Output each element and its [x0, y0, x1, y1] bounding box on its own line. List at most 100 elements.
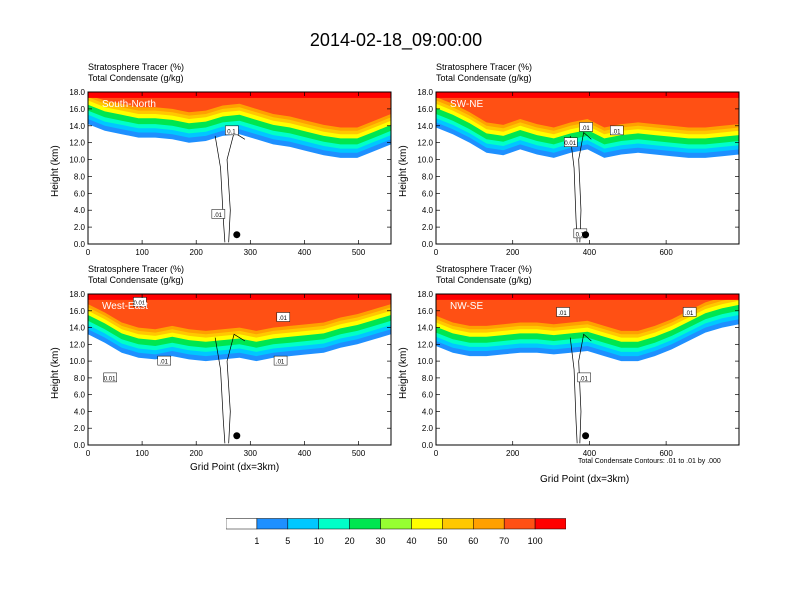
panel-header: Stratosphere Tracer (%) Total Condensate… [88, 264, 184, 286]
contour-label: .01 [558, 311, 567, 317]
tracer-band-7 [436, 92, 739, 128]
y-tick-label: 8.0 [74, 172, 86, 181]
colorbar-label: 30 [375, 536, 386, 546]
location-dot [582, 231, 590, 239]
y-tick-label: 14.0 [417, 324, 433, 333]
contour-label-box [211, 209, 226, 219]
y-tick-label: 6.0 [74, 391, 86, 400]
header-line-2: Total Condensate (g/kg) [436, 275, 532, 285]
tracer-top-strip [88, 294, 391, 300]
contour-label-box [563, 137, 578, 147]
colorbar-box [318, 518, 350, 530]
colorbar-label: 10 [313, 536, 324, 546]
y-tick-label: 2.0 [74, 424, 86, 433]
colorbar [226, 518, 566, 530]
x-tick-label: 100 [135, 248, 149, 257]
header-line-2: Total Condensate (g/kg) [88, 73, 184, 83]
tracer-band-7 [88, 294, 391, 331]
y-tick-label: 18.0 [417, 290, 433, 299]
y-tick-label: 4.0 [422, 407, 434, 416]
header-line-2: Total Condensate (g/kg) [88, 275, 184, 285]
y-tick-label: 14.0 [417, 122, 433, 131]
header-line-1: Stratosphere Tracer (%) [88, 264, 185, 274]
y-tick-label: 12.0 [417, 139, 433, 148]
colorbar-box [256, 518, 289, 530]
panel-label: South-North [102, 99, 156, 110]
colorbar-box [442, 518, 474, 530]
colorbar-label: 5 [285, 536, 291, 546]
x-tick-label: 600 [659, 248, 673, 257]
y-tick-label: 6.0 [74, 189, 86, 198]
y-tick-label: 18.0 [69, 88, 85, 97]
y-tick-label: 8.0 [422, 172, 434, 181]
plot-frame [435, 91, 740, 245]
colorbar-box [349, 518, 381, 530]
contour-label: .01 [279, 316, 288, 322]
x-tick-label: 400 [583, 449, 597, 458]
x-tick-label: 600 [659, 449, 673, 458]
contour-label: .01 [276, 360, 285, 366]
y-tick-label: 4.0 [74, 206, 86, 215]
y-tick-label: 6.0 [422, 189, 434, 198]
y-tick-label: 16.0 [417, 307, 433, 316]
y-tick-label: 16.0 [69, 307, 85, 316]
x-tick-label: 0 [86, 449, 91, 458]
contour-label: 0.01 [134, 301, 146, 307]
panel-label: West-East [102, 301, 148, 312]
plot-frame [435, 293, 740, 446]
plot-frame [87, 293, 392, 446]
colorbar-label: 20 [344, 536, 355, 546]
contour-label-box [682, 307, 697, 317]
colorbar-box [411, 518, 443, 530]
colorbar-label: 40 [406, 536, 417, 546]
y-tick-label: 12.0 [417, 340, 433, 349]
location-dot [582, 432, 590, 440]
x-tick-label: 100 [135, 449, 149, 458]
tracer-band-7 [88, 92, 391, 128]
contour-label: 0.1 [576, 232, 585, 238]
colorbar-label: 1 [254, 536, 260, 546]
colorbar-box [503, 518, 536, 530]
colorbar-box [534, 518, 566, 530]
panel-header: Stratosphere Tracer (%) Total Condensate… [436, 62, 532, 84]
y-tick-label: 6.0 [422, 391, 434, 400]
colorbar-label: 70 [499, 536, 510, 546]
colorbar-label: 60 [468, 536, 479, 546]
condensate-contour [214, 333, 246, 444]
tracer-top-strip [436, 92, 739, 98]
y-tick-label: 0.0 [74, 441, 86, 450]
tracer-top-strip [88, 92, 391, 98]
contour-note: Total Condensate Contours: .01 to .01 by… [578, 458, 721, 465]
contour-label-box [276, 312, 291, 322]
y-tick-label: 14.0 [69, 324, 85, 333]
y-tick-label: 2.0 [422, 424, 434, 433]
contour-label: .01 [160, 360, 169, 366]
colorbar-label: 100 [527, 536, 543, 546]
contour-label-box [556, 307, 570, 317]
contour-label: 0.1 [227, 129, 236, 135]
x-tick-label: 300 [244, 248, 258, 257]
colorbar-label: 50 [437, 536, 448, 546]
x-tick-label: 400 [298, 248, 312, 257]
contour-label-box [579, 122, 593, 132]
x-tick-label: 200 [190, 248, 204, 257]
x-tick-label: 500 [352, 248, 366, 257]
y-tick-label: 2.0 [422, 223, 434, 232]
y-tick-label: 10.0 [417, 156, 433, 165]
contour-label: .01 [581, 126, 590, 132]
contour-label: 0.01 [564, 141, 576, 147]
plot-frame [87, 91, 392, 245]
contour-label-box [133, 297, 147, 307]
header-line-2: Total Condensate (g/kg) [436, 73, 532, 83]
y-tick-label: 8.0 [74, 374, 86, 383]
contour-label-box [610, 125, 624, 136]
x-tick-label: 0 [434, 248, 439, 257]
location-dot [233, 231, 241, 239]
x-tick-label: 200 [506, 449, 520, 458]
panel-header: Stratosphere Tracer (%) Total Condensate… [88, 62, 184, 84]
figure-title: 2014-02-18_09:00:00 [309, 30, 483, 50]
y-tick-label: 16.0 [69, 105, 85, 114]
contour-label: 0.01 [104, 376, 116, 382]
